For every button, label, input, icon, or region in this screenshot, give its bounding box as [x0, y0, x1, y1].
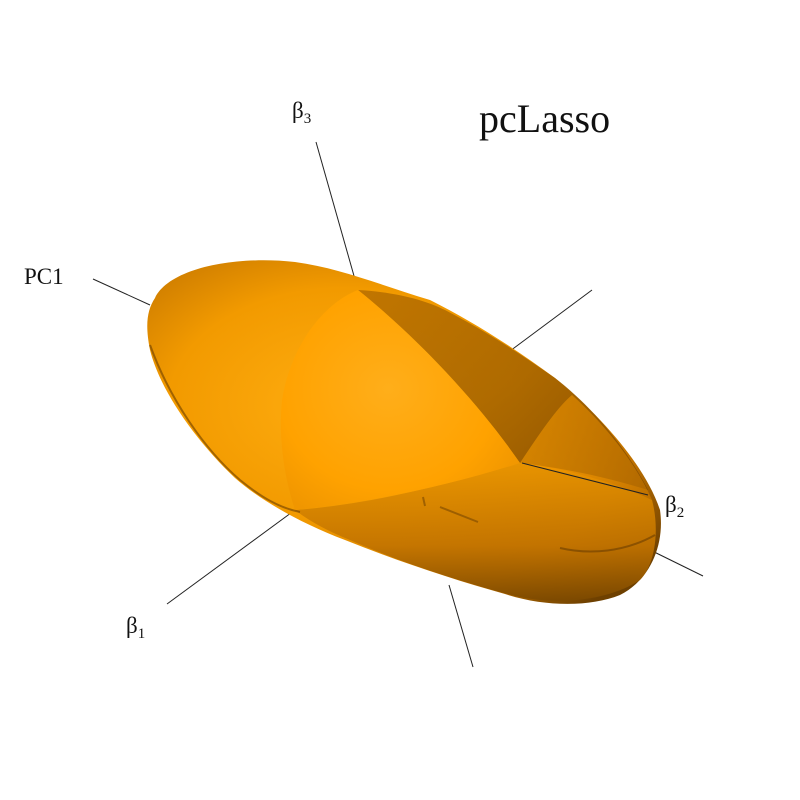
- pc1-axis-upper: [92, 278, 151, 306]
- figure-title: pcLasso: [479, 96, 610, 141]
- body-left-rim: [149, 344, 301, 513]
- beta2-subscript: 2: [677, 505, 685, 521]
- pc1-label: PC1: [24, 264, 64, 289]
- body-notch: [422, 496, 479, 523]
- beta1-subscript: 1: [138, 626, 146, 642]
- beta3-axis-upper: [315, 141, 359, 291]
- beta2-axis-back: [509, 289, 593, 352]
- axes-front: [521, 462, 649, 496]
- beta2-symbol: β: [665, 492, 677, 517]
- body-cap: [280, 290, 520, 510]
- beta1-label: β1: [126, 613, 145, 642]
- body-lower-face: [295, 463, 656, 601]
- beta2-label: β2: [665, 492, 684, 521]
- labels: pcLasso β3 PC1 β2 β1: [24, 96, 684, 642]
- beta3-label: β3: [292, 98, 311, 127]
- beta2-axis-front: [521, 462, 649, 496]
- body-right-rim: [559, 534, 656, 553]
- body-right-lobe: [520, 395, 652, 500]
- beta3-subscript: 3: [304, 111, 312, 127]
- beta1-symbol: β: [126, 613, 138, 638]
- beta3-axis-lower: [448, 584, 474, 668]
- constraint-body: [147, 260, 661, 604]
- beta1-axis-lower: [166, 509, 296, 605]
- beta3-symbol: β: [292, 98, 304, 123]
